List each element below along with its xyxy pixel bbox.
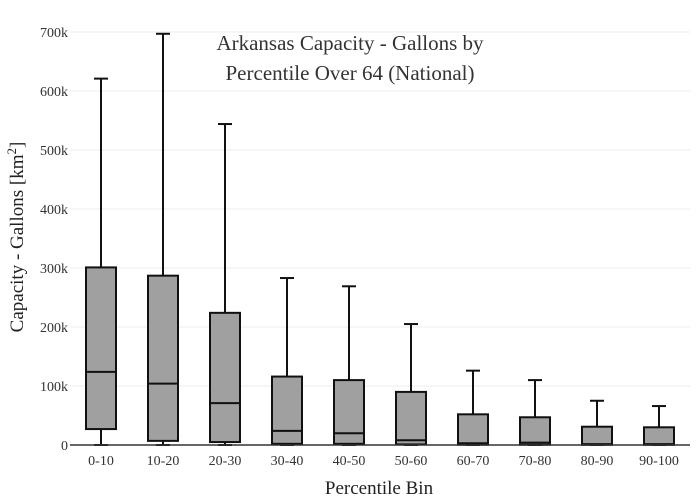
box-20-30 [209, 123, 241, 446]
box-70-80 [519, 379, 551, 446]
box-90-100 [643, 405, 675, 446]
x-tick-label: 70-80 [519, 454, 552, 469]
box-50-60 [395, 323, 427, 446]
y-tick-label: 0 [61, 439, 68, 454]
y-tick-label: 300k [40, 262, 68, 277]
box-60-70 [457, 369, 489, 446]
iqr-box [147, 274, 179, 442]
y-axis-label-sup: 2 [4, 148, 19, 155]
y-axis-label-main: Capacity - Gallons [km [7, 154, 28, 332]
y-tick-label: 100k [40, 380, 68, 395]
iqr-box [519, 416, 551, 446]
y-tick-label: 500k [40, 144, 68, 159]
x-tick-label: 90-100 [639, 454, 679, 469]
iqr-box [333, 379, 365, 445]
iqr-box [457, 413, 489, 446]
x-tick-label: 40-50 [333, 454, 366, 469]
chart-title-line-1: Arkansas Capacity - Gallons by [216, 31, 484, 55]
box-40-50 [333, 285, 365, 446]
y-axis-ticks: 0 100k 200k 300k 400k 500k 600k 700k [40, 26, 68, 454]
iqr-box [581, 425, 613, 446]
y-axis-label-end: ] [7, 142, 28, 148]
y-tick-label: 400k [40, 203, 68, 218]
iqr-box [85, 266, 117, 431]
y-tick-label: 600k [40, 85, 68, 100]
chart-title-line-2: Percentile Over 64 (National) [226, 61, 475, 85]
y-tick-label: 700k [40, 26, 68, 41]
iqr-box [271, 375, 303, 445]
x-tick-label: 60-70 [457, 454, 490, 469]
x-tick-label: 30-40 [271, 454, 304, 469]
iqr-box [395, 390, 427, 446]
box-80-90 [581, 399, 613, 446]
x-axis-label: Percentile Bin [325, 478, 434, 499]
box-30-40 [271, 277, 303, 446]
y-tick-label: 200k [40, 321, 68, 336]
box-0-10 [85, 77, 117, 446]
iqr-box [643, 426, 675, 446]
box-10-20 [147, 32, 179, 446]
x-axis-ticks: 0-10 10-20 20-30 30-40 40-50 50-60 60-70 70-80 8… [88, 454, 679, 469]
boxes [85, 32, 675, 446]
x-tick-label: 50-60 [395, 454, 428, 469]
x-tick-label: 10-20 [147, 454, 180, 469]
y-axis-label: Capacity - Gallons [km2] [4, 142, 29, 333]
iqr-box [209, 311, 241, 444]
x-tick-label: 80-90 [581, 454, 614, 469]
x-tick-label: 20-30 [209, 454, 242, 469]
x-tick-label: 0-10 [88, 454, 114, 469]
